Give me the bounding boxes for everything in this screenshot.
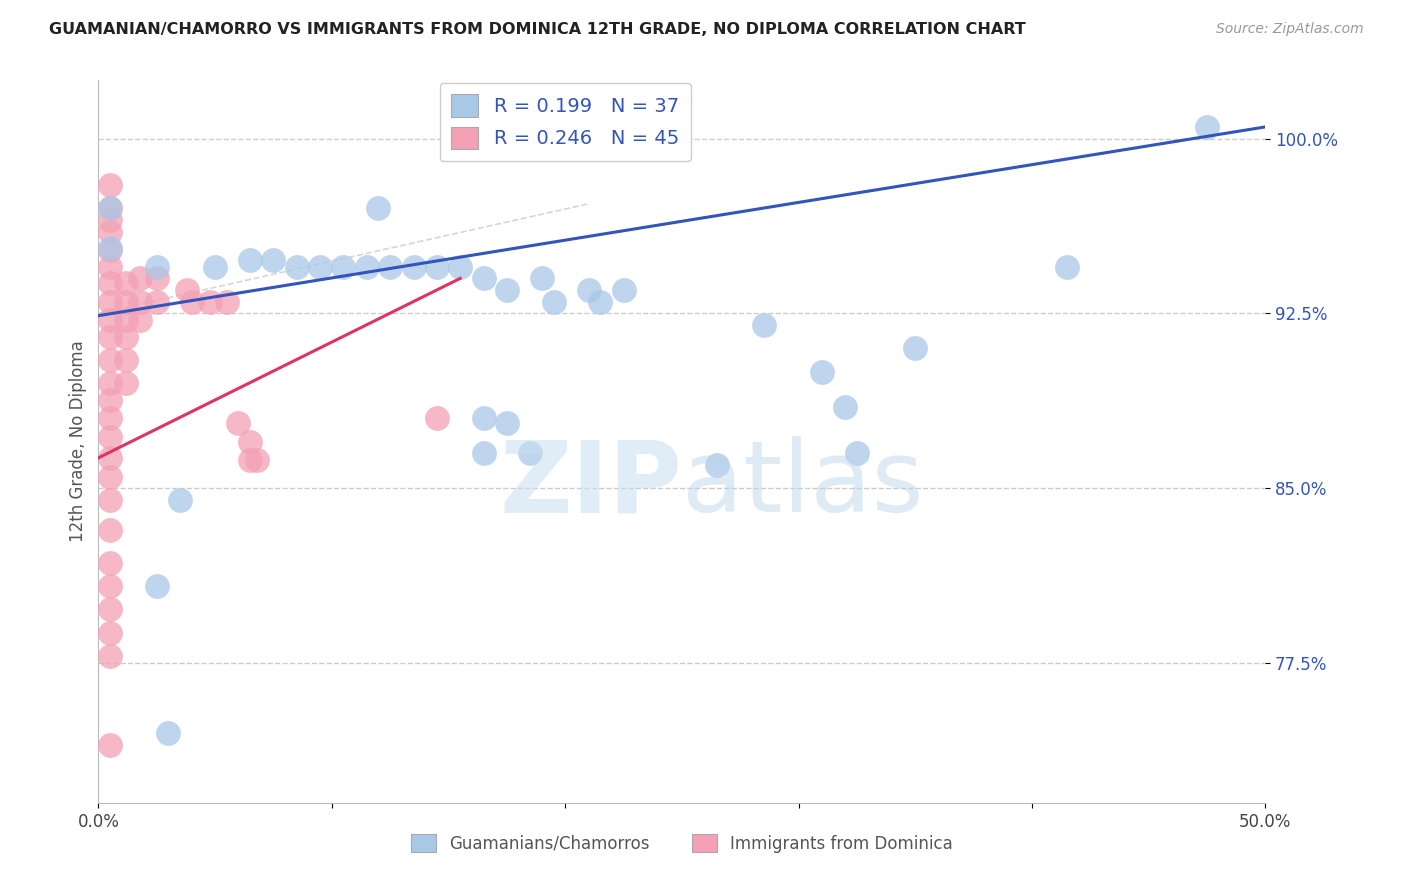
Point [169, 492, 191, 507]
Point [426, 411, 449, 425]
Point [496, 283, 519, 297]
Point [98, 260, 121, 274]
Point [98, 353, 121, 368]
Point [98, 579, 121, 593]
Point [98, 241, 121, 255]
Legend: Guamanians/Chamorros, Immigrants from Dominica: Guamanians/Chamorros, Immigrants from Do… [405, 828, 959, 860]
Point [98, 329, 121, 343]
Point [98, 178, 121, 193]
Point [98, 202, 121, 216]
Point [239, 434, 262, 449]
Point [98, 376, 121, 391]
Point [578, 283, 600, 297]
Point [472, 271, 495, 285]
Point [262, 252, 284, 267]
Point [98, 202, 121, 216]
Point [98, 430, 121, 444]
Point [752, 318, 775, 332]
Point [98, 469, 121, 483]
Point [426, 260, 449, 274]
Point [228, 416, 250, 430]
Y-axis label: 12th Grade, No Diploma: 12th Grade, No Diploma [69, 341, 87, 542]
Point [200, 294, 222, 309]
Point [402, 260, 425, 274]
Point [530, 271, 553, 285]
Point [98, 648, 121, 663]
Point [98, 738, 121, 752]
Point [589, 294, 612, 309]
Point [115, 376, 138, 391]
Point [98, 276, 121, 290]
Point [98, 313, 121, 327]
Point [129, 294, 152, 309]
Point [98, 556, 121, 570]
Point [129, 313, 152, 327]
Point [239, 453, 262, 467]
Point [115, 294, 138, 309]
Point [519, 446, 541, 460]
Text: ZIP: ZIP [499, 436, 682, 533]
Point [180, 294, 202, 309]
Point [215, 294, 238, 309]
Point [706, 458, 728, 472]
Point [380, 260, 402, 274]
Point [367, 202, 389, 216]
Point [1195, 120, 1218, 134]
Point [115, 353, 138, 368]
Point [834, 400, 856, 414]
Point [176, 283, 198, 297]
Point [98, 213, 121, 227]
Point [98, 625, 121, 640]
Point [129, 271, 152, 285]
Point [98, 225, 121, 239]
Point [204, 260, 226, 274]
Point [98, 294, 121, 309]
Point [98, 411, 121, 425]
Point [98, 602, 121, 616]
Point [98, 523, 121, 537]
Point [146, 294, 169, 309]
Point [449, 260, 471, 274]
Point [115, 276, 138, 290]
Text: atlas: atlas [682, 436, 924, 533]
Point [285, 260, 308, 274]
Point [146, 260, 169, 274]
Point [811, 365, 834, 379]
Point [543, 294, 565, 309]
Point [146, 579, 169, 593]
Point [115, 329, 138, 343]
Point [332, 260, 354, 274]
Text: GUAMANIAN/CHAMORRO VS IMMIGRANTS FROM DOMINICA 12TH GRADE, NO DIPLOMA CORRELATIO: GUAMANIAN/CHAMORRO VS IMMIGRANTS FROM DO… [49, 22, 1026, 37]
Point [98, 492, 121, 507]
Point [98, 450, 121, 465]
Point [98, 244, 121, 258]
Point [157, 726, 180, 740]
Point [356, 260, 378, 274]
Point [115, 313, 138, 327]
Point [472, 411, 495, 425]
Text: Source: ZipAtlas.com: Source: ZipAtlas.com [1216, 22, 1364, 37]
Point [846, 446, 869, 460]
Point [1056, 260, 1078, 274]
Point [246, 453, 269, 467]
Point [904, 341, 927, 355]
Point [613, 283, 636, 297]
Point [496, 416, 519, 430]
Point [146, 271, 169, 285]
Point [239, 252, 262, 267]
Point [472, 446, 495, 460]
Point [98, 392, 121, 407]
Point [309, 260, 332, 274]
